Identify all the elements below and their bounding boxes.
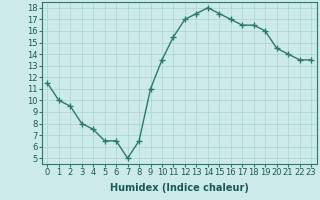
X-axis label: Humidex (Indice chaleur): Humidex (Indice chaleur) (110, 183, 249, 193)
